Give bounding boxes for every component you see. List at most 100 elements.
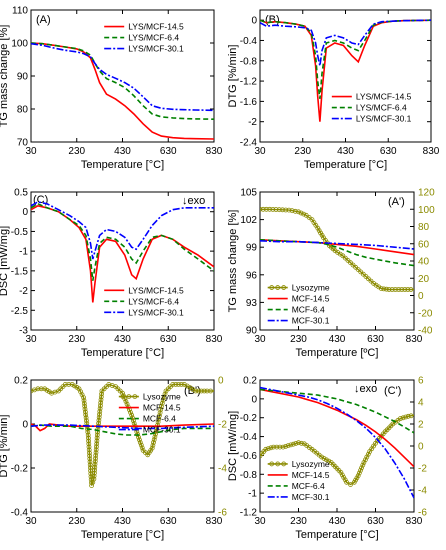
series-point-lysozyme xyxy=(93,456,98,461)
series-point-lysozyme xyxy=(38,386,44,392)
series-point-lysozyme xyxy=(92,458,98,464)
series-point-lysozyme xyxy=(280,444,286,450)
series-point-lysozyme xyxy=(176,381,181,387)
series-point-lysozyme xyxy=(131,420,137,426)
y-tick-label: 105 xyxy=(240,188,257,199)
series-point-lysozyme xyxy=(319,232,325,238)
panel-label: (C') xyxy=(384,385,401,397)
y-tick-label: -1.5 xyxy=(11,266,29,277)
series-point-lysozyme xyxy=(396,287,402,292)
legend-label-lys-mcf-6-4: LYS/MCF-6.4 xyxy=(128,33,179,43)
x-tick-label: 630 xyxy=(380,146,397,157)
series-point-lysozyme xyxy=(97,406,103,412)
y-tick-label: 110 xyxy=(12,6,28,17)
series-point-lysozyme xyxy=(341,474,347,480)
legend-label-lysozyme: Lysozyme xyxy=(143,392,181,402)
y2-tick-label: -40 xyxy=(418,326,433,337)
series-point-lysozyme xyxy=(263,206,269,212)
y2-tick-label: -2 xyxy=(218,420,227,431)
y-tick-label: 0.2 xyxy=(14,376,28,387)
series-point-lysozyme xyxy=(153,428,159,434)
series-point-lysozyme xyxy=(292,208,298,214)
series-point-lysozyme xyxy=(162,391,168,397)
x-tick-label: 30 xyxy=(254,334,266,345)
series-line-mcf-14-5 xyxy=(260,388,414,468)
y-tick-label: -0.6 xyxy=(240,451,258,462)
x-tick-label: 30 xyxy=(254,146,266,157)
series-point-lysozyme xyxy=(150,442,156,448)
y-axis-label: DSC [mW/mg] xyxy=(0,226,10,296)
x-tick-label: 630 xyxy=(367,334,384,345)
series-point-lysozyme xyxy=(359,465,365,471)
legend-marker xyxy=(281,285,287,290)
series-point-lysozyme xyxy=(280,207,285,213)
legend-label-mcf-14-5: MCF-14.5 xyxy=(292,470,330,480)
y2-tick-label: -4 xyxy=(418,486,427,497)
series-group xyxy=(260,19,431,122)
legend-label-mcf-6-4: MCF-6.4 xyxy=(292,305,325,315)
x-axis-label: Temperature [°C] xyxy=(81,529,164,541)
series-point-lysozyme xyxy=(81,398,87,403)
series-point-lysozyme xyxy=(193,388,199,394)
y-axis-label: DSC [mW/mg] xyxy=(227,411,239,481)
legend-marker xyxy=(132,394,138,400)
series-point-lysozyme xyxy=(94,435,100,441)
legend-marker xyxy=(275,461,281,467)
series-point-lysozyme xyxy=(85,429,91,435)
series-point-lysozyme xyxy=(293,440,299,446)
series-line-mcf-30-1 xyxy=(31,424,214,430)
series-point-lysozyme xyxy=(62,381,68,387)
series-point-lysozyme xyxy=(298,210,304,216)
series-point-lysozyme xyxy=(159,400,165,406)
x-tick-label: 30 xyxy=(25,334,37,345)
series-point-lysozyme xyxy=(273,207,279,212)
legend-label-mcf-14-5: MCF-14.5 xyxy=(143,403,181,413)
series-point-lysozyme xyxy=(319,454,325,460)
series-point-lysozyme xyxy=(91,476,97,482)
series-point-lysozyme xyxy=(408,287,414,292)
chart-panel-c2: 30 230 430 630 830 -1.2 -1 -0.8 -0.6 -0.4 -0.2 0 0.2… xyxy=(227,376,427,542)
x-tick-label: 430 xyxy=(337,146,354,157)
x-tick-label: 30 xyxy=(254,516,266,527)
y-tick-label: 96 xyxy=(246,270,258,281)
series-point-lysozyme xyxy=(265,446,271,452)
series-point-lysozyme xyxy=(290,441,296,447)
series-point-lysozyme xyxy=(84,418,89,424)
series-point-lysozyme xyxy=(285,443,291,449)
series-point-lysozyme xyxy=(87,462,93,468)
legend-marker xyxy=(126,394,132,400)
series-point-lysozyme xyxy=(326,458,332,464)
series-point-lysozyme xyxy=(153,431,158,437)
x-axis-label: Temperature [°C] xyxy=(81,347,164,359)
series-point-lysozyme xyxy=(151,437,157,443)
series-point-lysozyme xyxy=(405,287,411,292)
legend-label-lys-mcf-14-5: LYS/MCF-14.5 xyxy=(128,22,184,32)
y-tick-label: 70 xyxy=(17,138,29,149)
series-point-lysozyme xyxy=(120,390,125,396)
panel-label: (A) xyxy=(36,14,51,26)
y-tick-label: 99 xyxy=(246,243,258,254)
x-tick-label: 830 xyxy=(206,516,223,527)
y-tick-label: -2 xyxy=(248,117,257,128)
legend-label-mcf-30-1: MCF-30.1 xyxy=(143,425,181,435)
x-axis-label: Temperature [ºC] xyxy=(296,347,379,359)
y-axis-label: DTG [%/min] xyxy=(227,45,239,108)
series-point-lysozyme xyxy=(139,445,145,451)
x-tick-label: 430 xyxy=(329,516,346,527)
y2-tick-label: 20 xyxy=(418,274,430,285)
series-point-lysozyme xyxy=(339,472,345,478)
series-point-lysozyme xyxy=(360,462,366,468)
y-tick-label: -0.8 xyxy=(240,56,258,67)
series-point-lysozyme xyxy=(178,381,184,387)
x-tick-label: 830 xyxy=(423,146,440,157)
series-point-lysozyme xyxy=(170,381,176,387)
series-point-lysozyme xyxy=(316,228,322,234)
series-point-lysozyme xyxy=(402,287,408,292)
series-point-lysozyme xyxy=(92,461,98,467)
series-group xyxy=(31,201,214,303)
series-point-lysozyme xyxy=(398,416,403,421)
series-line-lys-mcf-6-4 xyxy=(260,19,431,99)
y-tick-label: -0.2 xyxy=(240,413,258,424)
series-point-lysozyme xyxy=(91,473,97,479)
series-line-mcf-30-1 xyxy=(260,386,414,499)
